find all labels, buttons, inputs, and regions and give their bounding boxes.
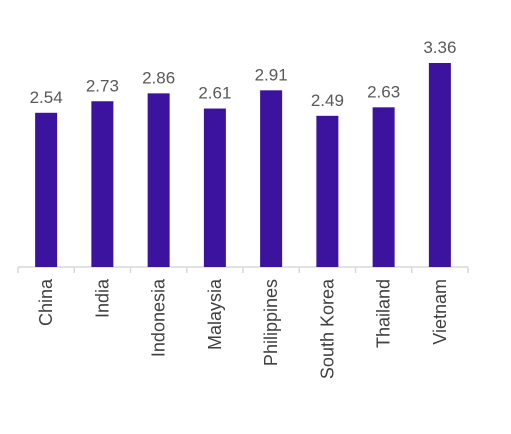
bars-group [35,63,451,268]
bar-china [35,112,58,268]
category-label: Thailand [374,279,394,348]
category-label: Vietnam [430,279,450,345]
category-label: India [92,278,112,318]
category-label: Philippines [261,279,281,366]
data-label: 2.49 [311,91,344,110]
data-label: 2.91 [255,65,288,84]
bar-south-korea [316,115,339,267]
bar-vietnam [428,63,451,267]
data-label: 3.36 [423,38,456,57]
data-label: 2.73 [86,76,119,95]
bar-philippines [260,90,283,267]
data-label: 2.86 [142,68,175,87]
category-label: China [36,278,56,326]
data-label: 2.54 [30,88,63,107]
x-axis-ticks [17,267,469,273]
category-label: Malaysia [205,278,225,350]
data-label: 2.61 [198,84,231,103]
category-labels-group: China India Indonesia Malaysia Philippines So… [36,278,450,379]
data-label: 2.63 [367,82,400,101]
bar-indonesia [147,93,170,267]
bar-malaysia [203,108,226,268]
category-label: South Korea [317,278,337,379]
bar-india [91,101,114,267]
data-labels-group: 2.54 2.73 2.86 2.61 2.91 2.49 2.63 3.36 [30,38,457,110]
category-label: Indonesia [149,278,169,357]
bar-thailand [372,107,395,267]
